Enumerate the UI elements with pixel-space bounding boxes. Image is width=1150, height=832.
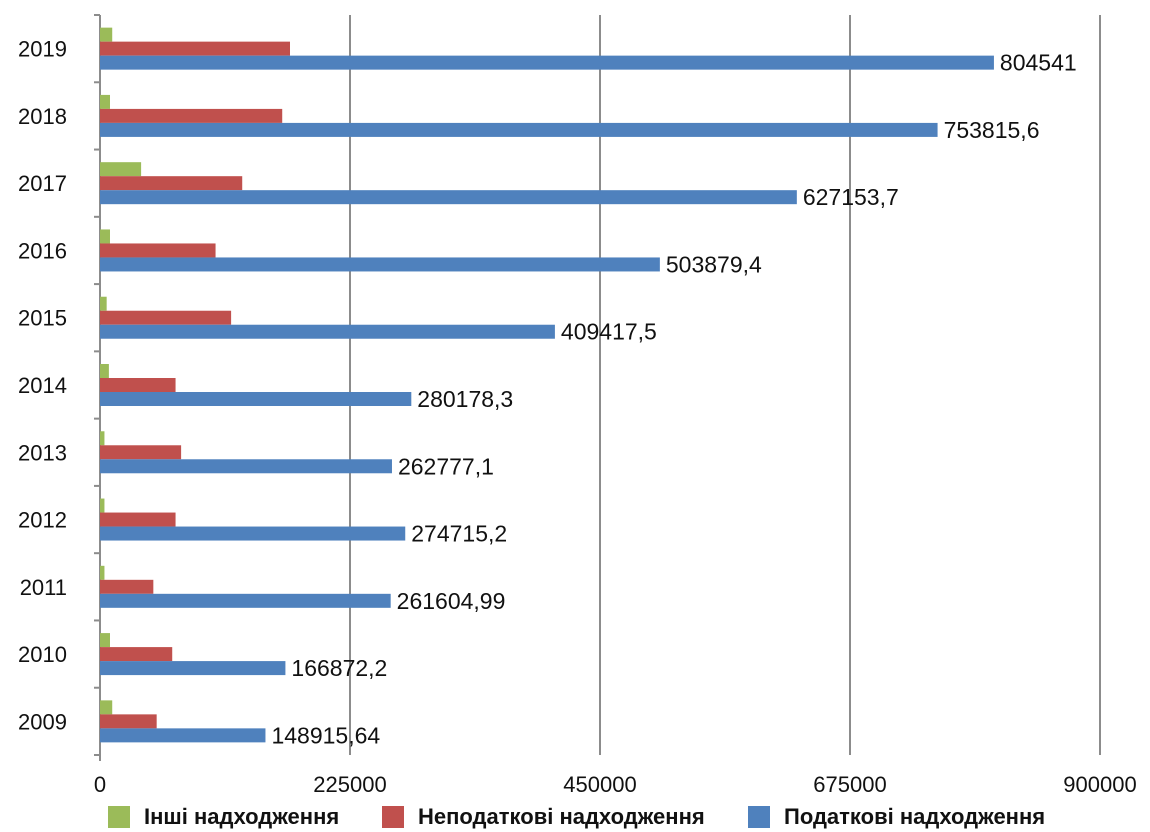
bar-nontax-2013 xyxy=(100,445,182,460)
legend: Інші надходження Неподаткові надходження… xyxy=(0,800,1150,832)
bar-other-2016 xyxy=(100,229,110,244)
x-tick-label: 0 xyxy=(94,772,106,797)
data-label-2010: 166872,2 xyxy=(291,655,387,681)
bar-other-2011 xyxy=(100,565,105,580)
x-tick-label: 225000 xyxy=(313,772,386,797)
x-tick-label: 675000 xyxy=(813,772,886,797)
legend-swatch-tax xyxy=(748,806,770,828)
data-label-2015: 409417,5 xyxy=(561,319,657,345)
bar-other-2015 xyxy=(100,296,107,311)
legend-swatch-other xyxy=(108,806,130,828)
bar-other-2018 xyxy=(100,94,110,109)
category-label: 2016 xyxy=(18,238,67,263)
labels: 0 225000 450000 675000 900000 2009 148915,64 20… xyxy=(18,37,1137,797)
bar-nontax-2009 xyxy=(100,714,157,729)
bar-tax-2015 xyxy=(100,324,555,339)
bar-nontax-2015 xyxy=(100,310,232,325)
legend-label-tax: Податкові надходження xyxy=(784,804,1046,829)
bar-nontax-2017 xyxy=(100,176,243,191)
bar-nontax-2011 xyxy=(100,579,154,594)
legend-label-nontax: Неподаткові надходження xyxy=(418,804,705,829)
bar-tax-2018 xyxy=(100,122,938,137)
category-label: 2011 xyxy=(20,575,67,600)
category-label: 2014 xyxy=(18,373,67,398)
legend-swatch-nontax xyxy=(382,806,404,828)
data-label-2013: 262777,1 xyxy=(398,453,494,479)
data-label-2014: 280178,3 xyxy=(417,386,513,412)
bar-nontax-2014 xyxy=(100,378,176,392)
legend-item-tax: Податкові надходження xyxy=(748,804,1045,830)
bar-other-2012 xyxy=(100,498,105,513)
data-label-2019: 804541 xyxy=(1000,50,1077,76)
bar-other-2019 xyxy=(100,27,113,42)
legend-label-other: Інші надходження xyxy=(144,804,340,829)
bar-nontax-2010 xyxy=(100,647,173,662)
bar-nontax-2018 xyxy=(100,108,283,123)
category-label: 2017 xyxy=(18,171,67,196)
data-label-2016: 503879,4 xyxy=(666,251,762,277)
category-label: 2013 xyxy=(18,440,67,465)
bar-tax-2012 xyxy=(100,526,406,541)
bar-other-2010 xyxy=(100,633,110,648)
x-tick-label: 450000 xyxy=(563,772,636,797)
data-label-2018: 753815,6 xyxy=(944,117,1040,143)
bar-nontax-2012 xyxy=(100,512,176,527)
category-label: 2019 xyxy=(18,37,67,62)
bars xyxy=(100,27,994,743)
bar-tax-2010 xyxy=(100,661,286,676)
bar-tax-2017 xyxy=(100,190,797,205)
category-label: 2015 xyxy=(18,306,67,331)
category-label: 2010 xyxy=(18,642,67,667)
category-label: 2018 xyxy=(18,104,67,129)
bar-tax-2013 xyxy=(100,459,392,474)
bar-other-2017 xyxy=(100,162,142,177)
gridlines xyxy=(349,15,1101,755)
category-label: 2009 xyxy=(18,709,67,734)
bar-tax-2016 xyxy=(100,257,660,272)
bar-other-2013 xyxy=(100,431,105,446)
legend-item-other: Інші надходження xyxy=(108,804,339,830)
data-label-2009: 148915,64 xyxy=(271,722,380,748)
data-label-2012: 274715,2 xyxy=(411,521,507,547)
axes xyxy=(94,14,101,761)
bar-other-2009 xyxy=(100,700,113,715)
bar-tax-2019 xyxy=(100,55,994,70)
data-label-2017: 627153,7 xyxy=(803,184,899,210)
bar-nontax-2019 xyxy=(100,41,290,56)
data-label-2011: 261604,99 xyxy=(397,588,506,614)
bar-chart: 0 225000 450000 675000 900000 2009 148915,64 20… xyxy=(18,14,1137,797)
bar-tax-2009 xyxy=(100,728,266,743)
bar-nontax-2016 xyxy=(100,243,216,258)
bar-other-2014 xyxy=(100,364,109,378)
bar-tax-2011 xyxy=(100,593,391,608)
legend-item-nontax: Неподаткові надходження xyxy=(382,804,705,830)
category-label: 2012 xyxy=(18,508,67,533)
bar-tax-2014 xyxy=(100,392,412,406)
x-tick-label: 900000 xyxy=(1063,772,1136,797)
